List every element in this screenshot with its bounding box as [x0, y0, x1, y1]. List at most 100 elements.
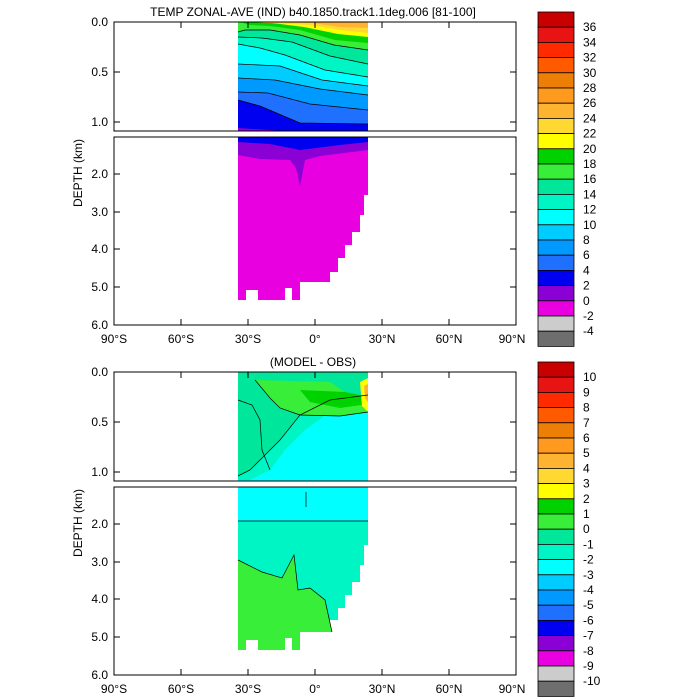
colorbar-swatch: [537, 178, 575, 195]
y-axis-label: DEPTH (km): [71, 139, 85, 207]
y-axis-label: DEPTH (km): [71, 489, 85, 557]
colorbar-label: -2: [583, 553, 594, 567]
y-tick-label: 0.5: [91, 65, 108, 79]
colorbar-label: 0: [583, 294, 590, 308]
colorbar-label: 10: [583, 218, 597, 232]
x-tick-label: 30°N: [369, 682, 396, 696]
x-tick-label: 30°S: [235, 332, 261, 346]
colorbar-swatch: [537, 254, 575, 271]
colorbar-swatch: [537, 72, 575, 89]
colorbar-label: 6: [583, 248, 590, 262]
colorbar-swatch: [537, 604, 575, 621]
colorbar-swatch: [537, 42, 575, 59]
y-tick-label: 6.0: [91, 668, 108, 682]
y-tick-label: 2.0: [91, 167, 108, 181]
band-orange: [260, 22, 368, 28]
colorbar-swatch: [537, 239, 575, 256]
band-magenta-deep: [238, 137, 368, 300]
colorbar-label: -2: [583, 309, 594, 323]
colorbar-swatch: [537, 300, 575, 317]
colorbar-swatch: [537, 87, 575, 104]
colorbar-swatch: [537, 193, 575, 210]
y-axis-upper: [114, 21, 516, 123]
lower-panel: [113, 486, 517, 676]
colorbar-label: 20: [583, 142, 597, 156]
x-tick-label: 0°: [309, 682, 321, 696]
y-tick-label: 2.0: [91, 517, 108, 531]
colorbar-swatch: [537, 650, 575, 667]
colorbar-label: 30: [583, 66, 597, 80]
colorbar-swatch: [537, 620, 575, 637]
colorbar-label: 5: [583, 446, 590, 460]
colorbar-swatch: [537, 330, 575, 347]
y-tick-label: 1.0: [91, 465, 108, 479]
colorbar-label: 2: [583, 492, 590, 506]
y-tick-label: 0.5: [91, 415, 108, 429]
y-tick-label: 5.0: [91, 630, 108, 644]
upper-panel: [113, 21, 517, 132]
colorbar-label: -4: [583, 583, 594, 597]
colorbar-label: 28: [583, 81, 597, 95]
y-tick-label: 3.0: [91, 555, 108, 569]
x-axis: [113, 22, 517, 325]
x-tick-label: 60°N: [436, 682, 463, 696]
y-axis-lower: [114, 523, 516, 638]
colorbar-swatch: [537, 574, 575, 591]
colorbar-label: 9: [583, 385, 590, 399]
colorbar-swatch: [537, 452, 575, 469]
colorbar-swatch: [537, 102, 575, 119]
colorbar-label: -10: [583, 674, 601, 688]
colorbar-swatch: [537, 269, 575, 286]
contour-fill-upper: [238, 22, 368, 131]
x-tick-label: 60°S: [168, 332, 194, 346]
y-tick-label: 1.0: [91, 115, 108, 129]
colorbar-swatch: [537, 665, 575, 682]
y-tick-label: 0.0: [91, 15, 108, 29]
y-axis-lower: [114, 173, 516, 288]
x-tick-label: 0°: [309, 332, 321, 346]
x-axis: [113, 372, 517, 675]
colorbar-label: 2: [583, 279, 590, 293]
colorbar-swatch: [537, 407, 575, 424]
colorbar-label: 32: [583, 51, 597, 65]
colorbar-label: -6: [583, 613, 594, 627]
y-tick-label: 6.0: [91, 318, 108, 332]
colorbar-label: 14: [583, 187, 597, 201]
colorbar-swatch: [537, 635, 575, 652]
colorbar-label: 16: [583, 172, 597, 186]
chart-title: TEMP ZONAL-AVE (IND) b40.1850.track1.1de…: [150, 5, 476, 19]
colorbar-label: 10: [583, 370, 597, 384]
contour-lines-upper: [237, 379, 369, 477]
y-tick-label: 5.0: [91, 280, 108, 294]
colorbar-label: 0: [583, 522, 590, 536]
colorbar-swatch: [537, 26, 575, 43]
colorbar-label: -9: [583, 659, 594, 673]
colorbar-label: 24: [583, 111, 597, 125]
colorbar-swatch: [537, 422, 575, 439]
colorbar-swatch: [537, 315, 575, 332]
colorbar-swatch: [537, 224, 575, 241]
x-tick-label: 60°S: [168, 682, 194, 696]
contour-fill-lower: [238, 487, 368, 650]
colorbar-label: -3: [583, 568, 594, 582]
colorbar-swatch: [537, 559, 575, 576]
x-tick-label: 90°S: [101, 332, 127, 346]
contour-fill-upper: [238, 372, 368, 481]
colorbar-label: 34: [583, 35, 597, 49]
y-tick-label: 4.0: [91, 242, 108, 256]
chart-diff: (MODEL - OBS) DEPTH (km): [71, 355, 601, 697]
colorbar-label: -5: [583, 598, 594, 612]
colorbar-swatch: [537, 437, 575, 454]
x-tick-label: 90°S: [101, 682, 127, 696]
colorbar-swatch: [537, 498, 575, 515]
contour-lines-upper: [237, 29, 369, 125]
colorbar-swatch: [537, 544, 575, 561]
colorbar-label: 7: [583, 416, 590, 430]
colorbar-label: 22: [583, 127, 597, 141]
colorbar-label: 4: [583, 263, 590, 277]
lower-panel: [113, 136, 517, 326]
colorbar-label: -7: [583, 629, 594, 643]
